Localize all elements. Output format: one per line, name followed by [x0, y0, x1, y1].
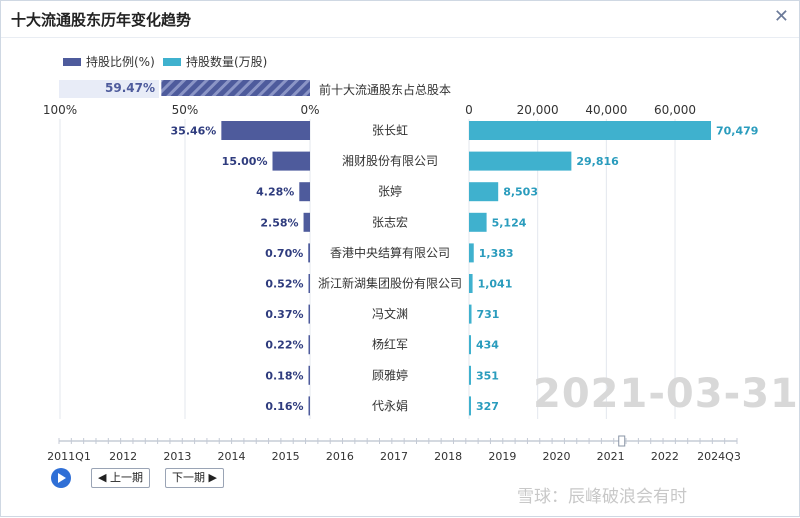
timeline-label[interactable]: 2016 [325, 450, 354, 463]
ratio-bar [308, 304, 310, 324]
ratio-bar [303, 212, 310, 232]
ratio-value-label: 15.00% [222, 155, 268, 168]
shares-bar [469, 121, 711, 140]
ratio-bar [308, 335, 310, 355]
shares-value-label: 351 [476, 369, 499, 382]
total-background [59, 80, 159, 98]
legend-swatch-shares [163, 57, 181, 66]
shares-value-label: 1,041 [478, 278, 513, 291]
timeline-label[interactable]: 2020 [542, 450, 571, 463]
shares-value-label: 8,503 [503, 186, 538, 199]
title-divider [1, 37, 799, 38]
timeline-label[interactable]: 2013 [163, 450, 192, 463]
shareholder-name-label: 张志宏 [372, 214, 408, 229]
legend-item-ratio[interactable]: 持股比例(%) [63, 53, 155, 70]
shareholder-name-label: 香港中央结算有限公司 [330, 245, 450, 260]
shares-value-label: 434 [476, 339, 499, 352]
ratio-bar [308, 365, 310, 385]
next-label: 下一期 [172, 471, 205, 484]
close-icon[interactable]: ✕ [773, 6, 789, 27]
total-ratio-value: 59.47% [105, 81, 155, 95]
timeline-label[interactable]: 2021 [596, 450, 625, 463]
right-axis-tick-label: 40,000 [585, 103, 627, 117]
ratio-value-label: 0.52% [265, 278, 303, 291]
left-axis-tick-label: 0% [300, 103, 319, 117]
timeline-label[interactable]: 2019 [488, 450, 517, 463]
ratio-value-label: 0.16% [265, 400, 303, 413]
shares-bar [469, 396, 471, 416]
shareholder-name-label: 湘财股份有限公司 [342, 153, 438, 168]
prev-icon: ◀ [98, 471, 110, 484]
shares-value-label: 327 [476, 400, 499, 413]
next-period-button[interactable]: 下一期 ▶ [165, 468, 224, 488]
total-ratio-bar [161, 80, 310, 96]
period-watermark: 2021-03-31 [533, 371, 799, 417]
shares-value-label: 1,383 [479, 247, 514, 260]
ratio-value-label: 0.22% [265, 339, 303, 352]
left-axis-tick-label: 100% [43, 103, 77, 117]
ratio-value-label: 35.46% [171, 125, 217, 138]
shares-value-label: 5,124 [492, 216, 527, 229]
timeline-label[interactable]: 2017 [380, 450, 408, 463]
shareholder-name-label: 顾雅婷 [372, 367, 408, 382]
shares-bar [469, 274, 473, 293]
shares-bar [469, 335, 471, 355]
ratio-value-label: 0.70% [265, 247, 303, 260]
timeline-label[interactable]: 2024Q3 [697, 450, 741, 463]
ratio-bar [308, 396, 310, 416]
timeline-label[interactable]: 2011Q1 [47, 450, 91, 463]
prev-period-button[interactable]: ◀ 上一期 [91, 468, 150, 488]
right-axis-tick-label: 60,000 [654, 103, 696, 117]
ratio-bar [308, 274, 310, 293]
right-axis-tick-label: 0 [465, 103, 473, 117]
ratio-value-label: 0.18% [265, 369, 303, 382]
timeline-label[interactable]: 2014 [217, 450, 246, 463]
timeline-label[interactable]: 2012 [109, 450, 138, 463]
shareholder-name-label: 浙江新湖集团股份有限公司 [318, 276, 462, 291]
next-icon: ▶ [205, 471, 217, 484]
shares-bar [469, 365, 471, 385]
shares-value-label: 731 [477, 308, 500, 321]
legend-item-shares[interactable]: 持股数量(万股) [163, 53, 267, 70]
ratio-value-label: 4.28% [256, 186, 294, 199]
ratio-bar [221, 121, 310, 140]
legend-swatch-ratio [63, 57, 81, 66]
legend-label-shares: 持股数量(万股) [186, 55, 268, 69]
shares-bar [469, 243, 474, 263]
prev-label: 上一期 [109, 471, 143, 484]
watermark-text: 雪球：辰峰破浪会有时 [517, 487, 687, 507]
shareholder-name-label: 张长虹 [372, 124, 408, 138]
shares-value-label: 29,816 [576, 155, 619, 168]
dialog-title: 十大流通股东历年变化趋势 [11, 11, 192, 29]
shareholder-name-label: 杨红军 [372, 337, 408, 352]
left-axis-tick-label: 50% [172, 103, 199, 117]
shareholder-name-label: 冯文渊 [372, 306, 408, 321]
shares-value-label: 70,479 [716, 125, 758, 138]
shares-bar [469, 151, 572, 171]
play-button[interactable] [51, 468, 71, 488]
shares-bar [469, 304, 472, 324]
timeline-label[interactable]: 2018 [434, 450, 463, 463]
shareholder-name-label: 张婷 [378, 184, 402, 199]
timeline-label[interactable]: 2022 [650, 450, 679, 463]
ratio-bar [272, 151, 310, 171]
timeline-handle [618, 435, 626, 447]
ratio-value-label: 0.37% [265, 308, 303, 321]
ratio-value-label: 2.58% [260, 216, 298, 229]
shares-bar [469, 212, 487, 232]
total-ratio-label: 前十大流通股东占总股本 [319, 83, 452, 97]
legend-label-ratio: 持股比例(%) [86, 55, 155, 69]
ratio-bar [308, 243, 310, 263]
right-axis-tick-label: 20,000 [517, 103, 559, 117]
timeline-label[interactable]: 2015 [271, 450, 300, 463]
shareholder-name-label: 代永娟 [372, 399, 408, 413]
shares-bar [469, 182, 499, 202]
ratio-bar [299, 182, 310, 202]
